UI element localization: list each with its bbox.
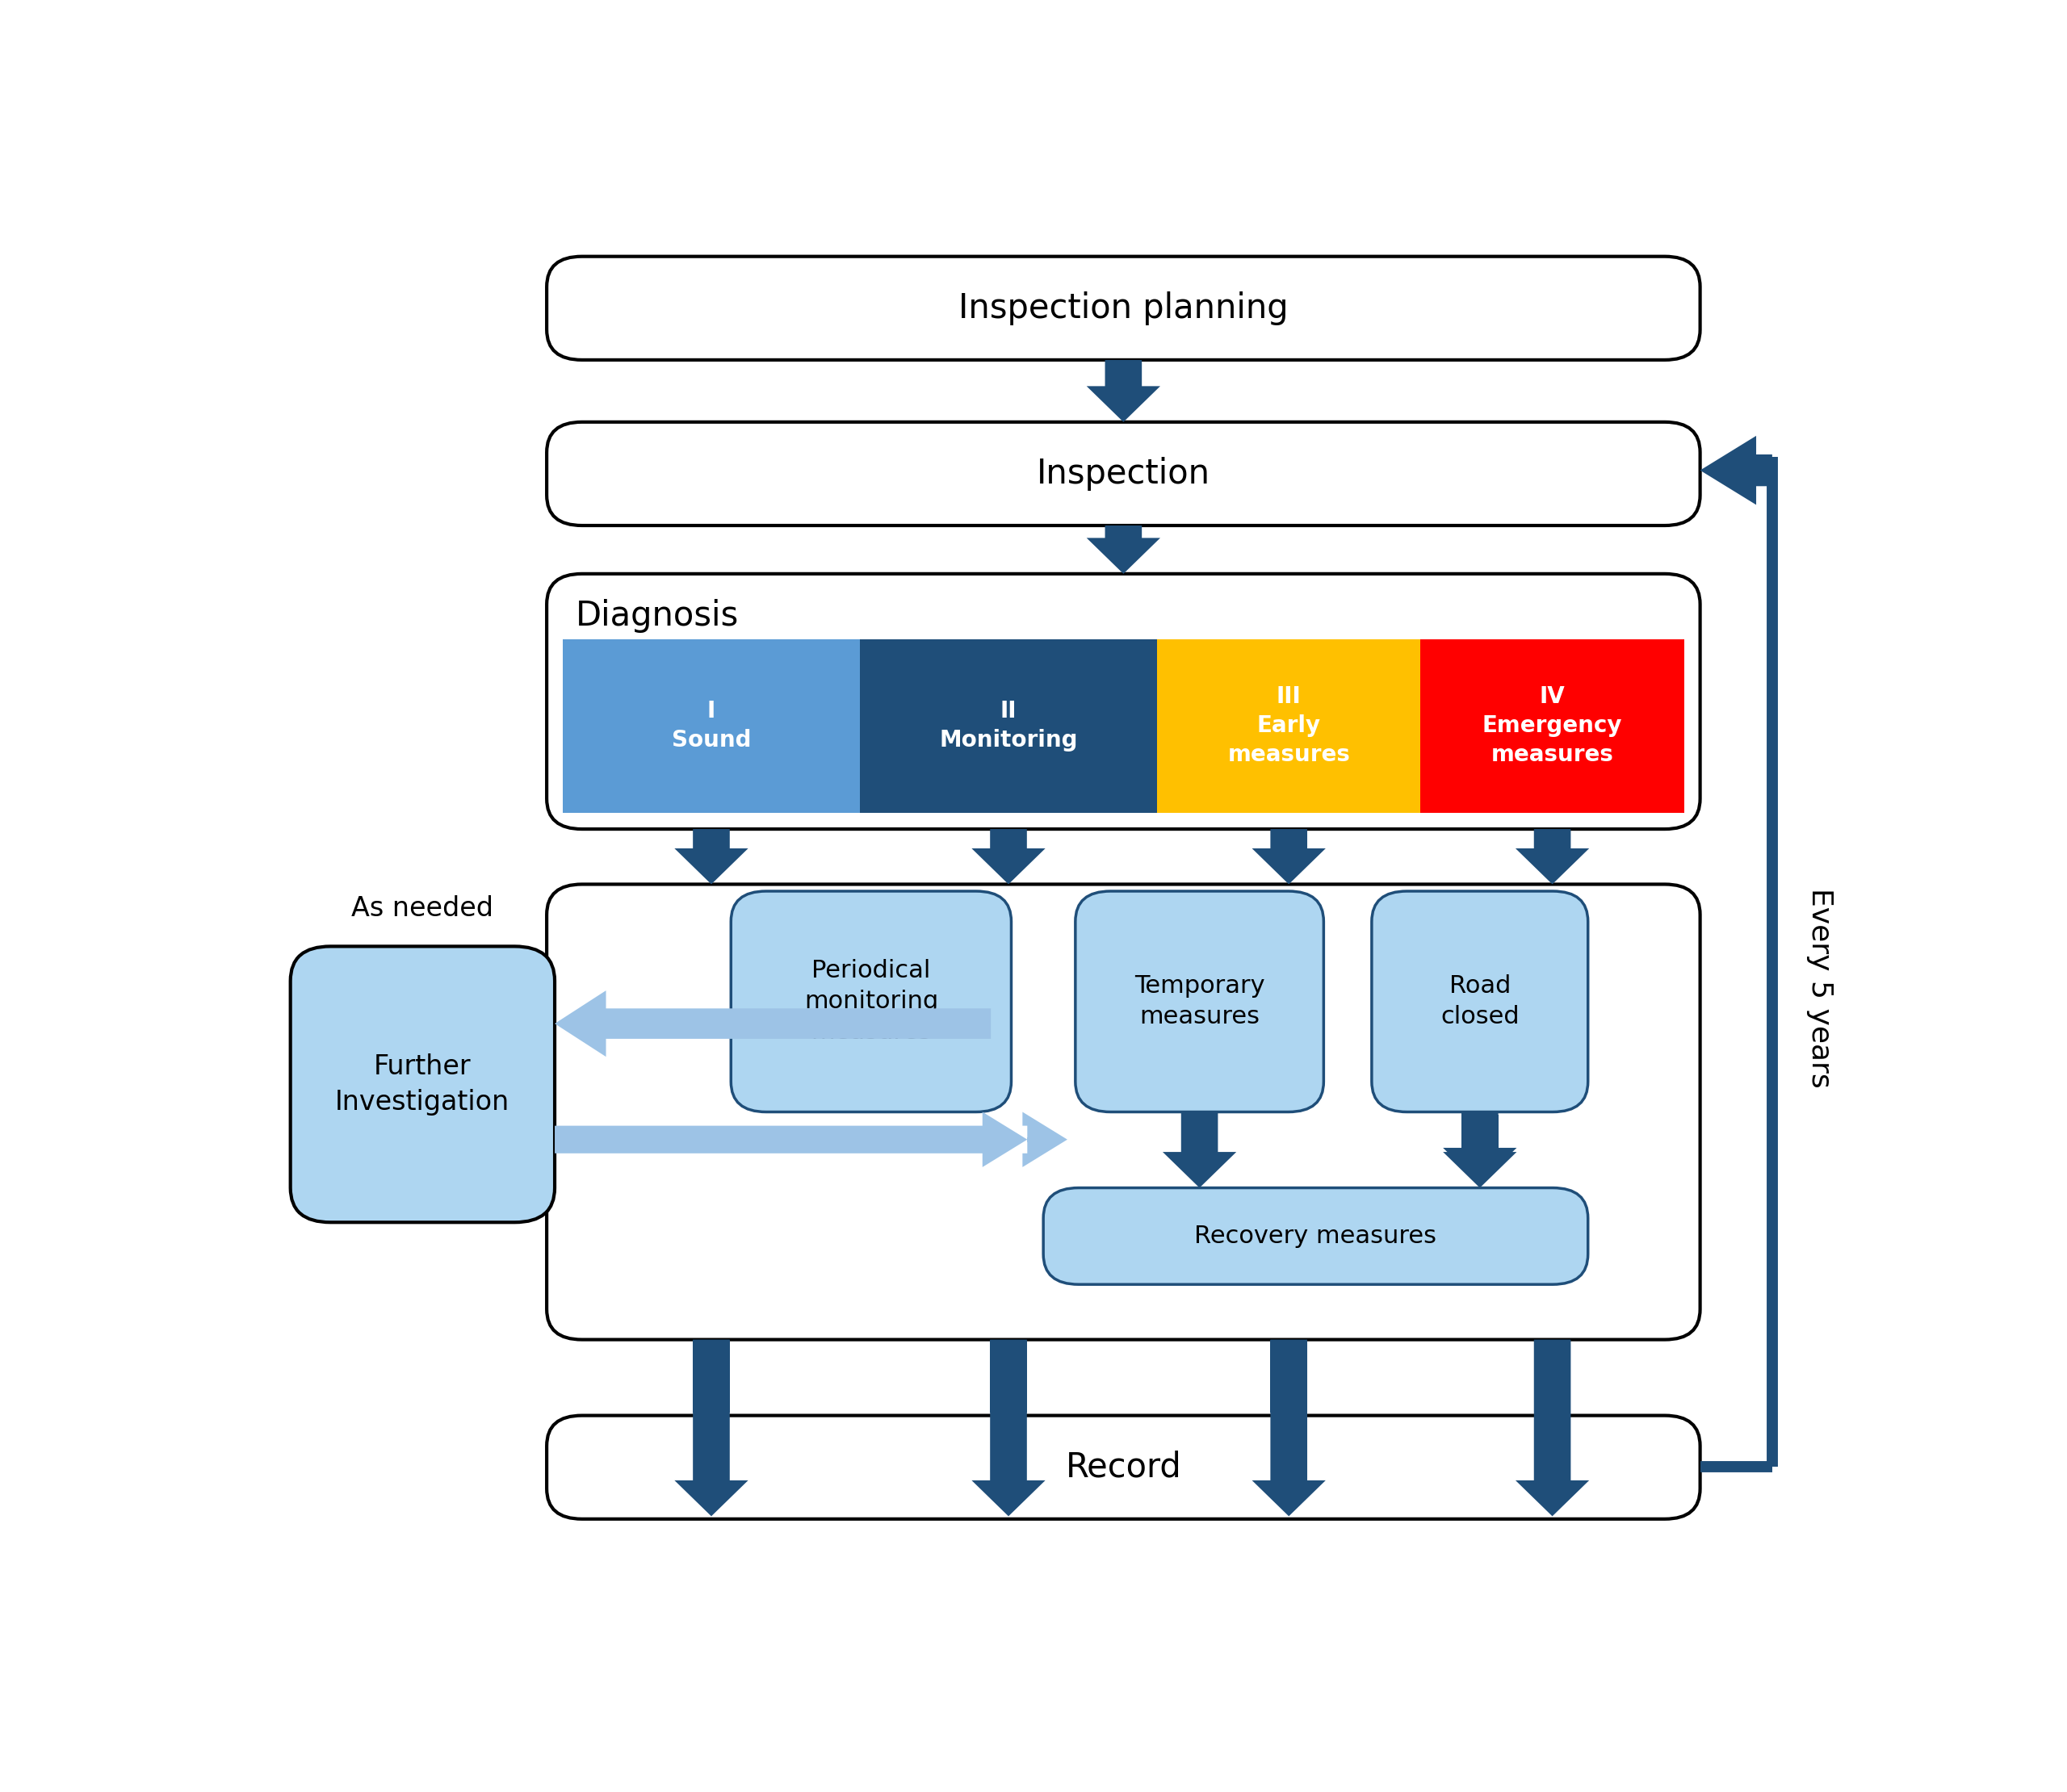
FancyBboxPatch shape xyxy=(1075,891,1323,1111)
Text: Inspection planning: Inspection planning xyxy=(959,292,1288,324)
Text: Diagnosis: Diagnosis xyxy=(575,599,738,633)
Polygon shape xyxy=(971,1340,1046,1516)
Polygon shape xyxy=(1023,1111,1067,1167)
Text: Further
Investigation: Further Investigation xyxy=(335,1054,511,1115)
Text: II
Monitoring: II Monitoring xyxy=(938,701,1077,751)
Bar xyxy=(860,640,1158,812)
Polygon shape xyxy=(674,830,748,883)
FancyBboxPatch shape xyxy=(546,1416,1699,1520)
Polygon shape xyxy=(1087,525,1160,573)
Polygon shape xyxy=(1515,1340,1590,1516)
Polygon shape xyxy=(1443,1152,1517,1188)
Polygon shape xyxy=(1253,1340,1325,1516)
FancyBboxPatch shape xyxy=(546,256,1699,360)
FancyBboxPatch shape xyxy=(1044,1188,1587,1285)
Text: Every 5 years: Every 5 years xyxy=(1807,887,1833,1088)
FancyBboxPatch shape xyxy=(546,423,1699,525)
FancyBboxPatch shape xyxy=(1372,891,1587,1111)
Text: As needed: As needed xyxy=(351,894,494,921)
Bar xyxy=(1420,640,1685,812)
Polygon shape xyxy=(1515,830,1590,883)
Bar xyxy=(1461,1115,1499,1159)
FancyBboxPatch shape xyxy=(546,573,1699,830)
Text: Temporary
measures: Temporary measures xyxy=(1135,975,1265,1029)
Text: III
Early
measures: III Early measures xyxy=(1228,686,1350,765)
Polygon shape xyxy=(674,1340,748,1516)
Text: Periodical
monitoring
measures: Periodical monitoring measures xyxy=(804,959,938,1045)
Polygon shape xyxy=(1699,435,1771,505)
Text: Recovery measures: Recovery measures xyxy=(1195,1224,1437,1247)
Polygon shape xyxy=(1443,1111,1517,1185)
Bar xyxy=(692,1340,730,1412)
Bar xyxy=(1534,1340,1571,1412)
Text: Measures: Measures xyxy=(771,914,909,943)
Bar xyxy=(990,1340,1027,1412)
Polygon shape xyxy=(1087,360,1160,423)
Text: Road
closed: Road closed xyxy=(1441,975,1519,1029)
FancyBboxPatch shape xyxy=(732,891,1011,1111)
Text: Inspection: Inspection xyxy=(1038,457,1209,491)
FancyBboxPatch shape xyxy=(289,946,554,1222)
Bar xyxy=(1271,1340,1306,1412)
Text: IV
Emergency
measures: IV Emergency measures xyxy=(1482,686,1623,765)
Bar xyxy=(1158,640,1420,812)
Polygon shape xyxy=(1253,830,1325,883)
FancyBboxPatch shape xyxy=(546,883,1699,1340)
Text: I
Sound: I Sound xyxy=(672,701,750,751)
Polygon shape xyxy=(554,1111,1027,1167)
Polygon shape xyxy=(971,830,1046,883)
Polygon shape xyxy=(554,991,990,1057)
Bar xyxy=(562,640,860,812)
Text: Record: Record xyxy=(1065,1450,1182,1484)
Polygon shape xyxy=(1162,1111,1236,1188)
